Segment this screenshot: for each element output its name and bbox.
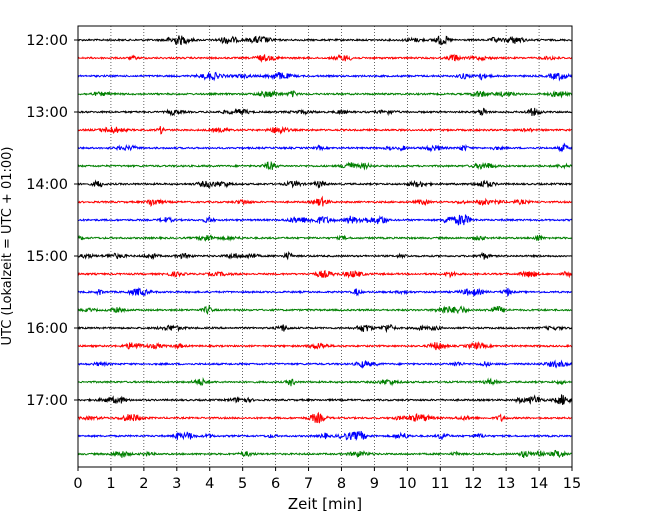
- x-tick-label-13: 13: [497, 476, 515, 492]
- x-tick-label-9: 9: [370, 476, 379, 492]
- y-axis-label: UTC (Lokalzeit = UTC + 01:00): [0, 147, 15, 346]
- x-tick-label-6: 6: [271, 476, 280, 492]
- trace-1230: [77, 71, 573, 82]
- trace-1530: [77, 287, 573, 297]
- trace-1345: [77, 160, 573, 171]
- traces-layer: [77, 35, 573, 459]
- trace-1445: [77, 234, 573, 242]
- x-axis-ticks: 0 1 2 3 4 5 6 7 8 9 10 11 12 13 14 15: [73, 467, 581, 492]
- y-tick-label-13:00: 13:00: [26, 105, 68, 121]
- x-tick-label-2: 2: [139, 476, 148, 492]
- trace-1415: [77, 195, 573, 208]
- x-tick-label-0: 0: [73, 476, 82, 492]
- trace-1745: [77, 449, 573, 459]
- trace-1700: [77, 394, 573, 405]
- trace-1430: [77, 214, 573, 226]
- x-axis-label: Zeit [min]: [288, 495, 362, 513]
- y-tick-label-16:00: 16:00: [26, 321, 68, 337]
- trace-1730: [77, 430, 573, 442]
- trace-1600: [77, 324, 573, 334]
- y-tick-label-17:00: 17:00: [26, 393, 68, 409]
- trace-1500: [77, 250, 573, 261]
- x-tick-label-5: 5: [238, 476, 247, 492]
- trace-1515: [77, 269, 573, 279]
- trace-1645: [77, 376, 573, 387]
- y-tick-label-14:00: 14:00: [26, 177, 68, 193]
- trace-1715: [77, 411, 573, 424]
- trace-1615: [77, 340, 573, 351]
- x-tick-label-11: 11: [431, 476, 449, 492]
- trace-1400: [77, 179, 573, 189]
- x-tick-label-1: 1: [106, 476, 115, 492]
- x-tick-label-15: 15: [563, 476, 581, 492]
- x-tick-label-12: 12: [464, 476, 482, 492]
- trace-1245: [77, 89, 573, 99]
- trace-1300: [77, 107, 573, 117]
- trace-1215: [77, 53, 573, 63]
- trace-1630: [77, 359, 573, 369]
- y-tick-label-12:00: 12:00: [26, 33, 68, 49]
- x-tick-label-8: 8: [337, 476, 346, 492]
- x-tick-label-3: 3: [172, 476, 181, 492]
- y-axis-ticks: 12:00 13:00 14:00 15:00 16:00 17:00: [26, 33, 78, 409]
- x-tick-label-7: 7: [304, 476, 313, 492]
- trace-1545: [77, 304, 573, 315]
- trace-1315: [77, 125, 573, 135]
- x-tick-label-4: 4: [205, 476, 214, 492]
- trace-1330: [77, 142, 573, 153]
- x-tick-label-14: 14: [530, 476, 548, 492]
- y-tick-label-15:00: 15:00: [26, 249, 68, 265]
- plot-frame: [77, 25, 573, 468]
- x-tick-label-10: 10: [398, 476, 416, 492]
- trace-1200: [77, 35, 573, 46]
